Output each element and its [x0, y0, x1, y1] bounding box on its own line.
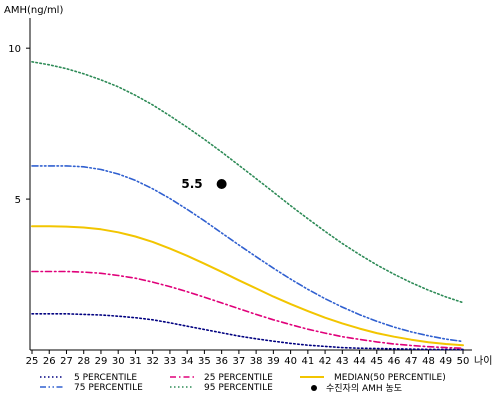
y-tick-label: 10 [8, 44, 21, 55]
x-tick-label: 43 [336, 356, 349, 367]
x-tick-label: 42 [319, 356, 332, 367]
x-tick-label: 46 [388, 356, 401, 367]
x-tick-label: 27 [60, 356, 73, 367]
x-axis-title: 나이 [474, 355, 492, 367]
x-tick-label: 30 [112, 356, 125, 367]
x-tick-label: 39 [267, 356, 280, 367]
y-tick-label: 5 [15, 195, 21, 206]
x-tick-label: 40 [284, 356, 297, 367]
x-tick-label: 45 [370, 356, 383, 367]
legend-label: 수진자의 AMH 농도 [326, 383, 402, 394]
y-axis-title: AMH(ng/ml) [4, 5, 63, 16]
x-tick-label: 48 [422, 356, 435, 367]
x-tick-label: 47 [405, 356, 418, 367]
legend-label: 5 PERCENTILE [74, 373, 137, 383]
x-tick-label: 26 [43, 356, 56, 367]
series-line [31, 225, 464, 347]
legend-marker-swatch [311, 385, 317, 391]
x-tick-label: 28 [77, 356, 90, 367]
x-tick-label: 50 [457, 356, 470, 367]
legend-label: 75 PERCENTILE [74, 383, 143, 393]
series-line [31, 313, 464, 351]
legend: 5 PERCENTILE 25 PERCENTILE MEDIAN(50 PERCE… [40, 373, 446, 394]
x-tick-label: 34 [181, 356, 194, 367]
x-tick-label: 36 [215, 356, 228, 367]
plot-area: 5 10 25 26 27 28 29 30 31 32 33 34 35 36 37 38 39 40 41 42 4… [8, 18, 472, 367]
legend-label: 25 PERCENTILE [204, 373, 273, 383]
x-tick-label: 25 [26, 356, 39, 367]
data-point-marker [216, 179, 227, 189]
x-tick-label: 41 [301, 356, 314, 367]
marker-value-label: 5.5 [181, 177, 202, 191]
series-line [31, 61, 464, 304]
series-line [31, 270, 464, 349]
x-tick-label: 31 [129, 356, 142, 367]
legend-label: MEDIAN(50 PERCENTILE) [334, 373, 446, 383]
x-tick-label: 33 [164, 356, 177, 367]
x-tick-label: 29 [95, 356, 108, 367]
x-tick-label: 37 [233, 356, 246, 367]
x-tick-label: 38 [250, 356, 263, 367]
legend-label: 95 PERCENTILE [204, 383, 273, 393]
x-tick-label: 35 [198, 356, 211, 367]
x-tick-label: 32 [146, 356, 159, 367]
x-tick-label: 49 [439, 356, 452, 367]
x-tick-label: 44 [353, 356, 366, 367]
series-line [31, 165, 464, 343]
